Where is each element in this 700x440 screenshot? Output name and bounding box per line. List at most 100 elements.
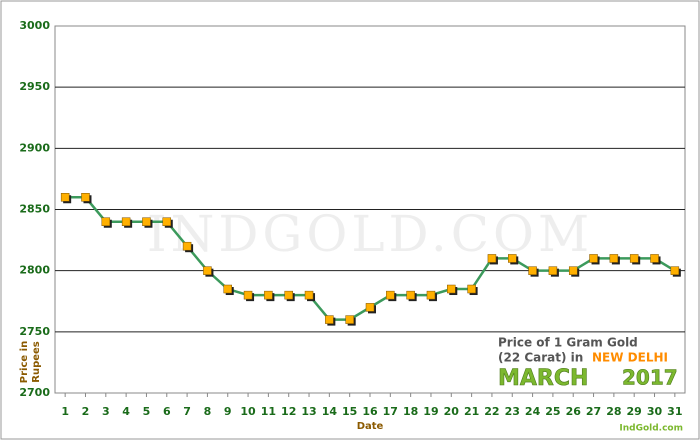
point-marker [81, 193, 90, 202]
point-marker [182, 241, 192, 251]
point-marker [447, 284, 456, 294]
x-tick-label: 5 [143, 405, 151, 418]
x-tick-label: 8 [204, 405, 212, 418]
point-marker [487, 254, 497, 263]
point-marker [609, 254, 619, 263]
y-tick-label: 2900 [19, 141, 50, 154]
x-tick-label: 22 [484, 405, 499, 418]
y-axis-label: Price in [19, 341, 30, 383]
point-marker [548, 266, 558, 275]
x-tick-label: 19 [423, 405, 438, 418]
point [508, 254, 519, 265]
point [426, 290, 437, 302]
x-tick-label: 14 [322, 405, 338, 418]
point-marker [406, 290, 415, 300]
point [548, 266, 559, 277]
point-marker [60, 193, 70, 202]
point-marker [304, 290, 314, 300]
x-tick-label: 13 [301, 405, 316, 418]
point-marker [467, 284, 476, 294]
point [243, 290, 255, 302]
point-marker [243, 290, 253, 300]
x-tick-label: 30 [647, 405, 663, 418]
point [284, 290, 295, 302]
point [447, 284, 458, 296]
point [406, 290, 417, 302]
point [609, 254, 620, 265]
y-tick-label: 2750 [19, 325, 50, 338]
annotation: (22 Carat) in [498, 351, 583, 365]
point [304, 290, 316, 302]
point-marker [203, 266, 212, 275]
point-marker [386, 290, 395, 300]
x-tick-label: 4 [122, 405, 130, 418]
point [101, 217, 112, 228]
x-tick-label: 21 [464, 405, 479, 418]
point [528, 266, 539, 277]
x-tick-label: 18 [403, 405, 418, 418]
point [81, 193, 92, 204]
point [325, 315, 336, 326]
point-marker [568, 266, 578, 275]
x-tick-label: 7 [183, 405, 191, 418]
x-tick-label: 2 [82, 405, 90, 418]
x-tick-label: 9 [224, 405, 232, 418]
y-tick-label: 3000 [19, 19, 50, 32]
x-tick-label: 27 [586, 405, 601, 418]
point-marker [589, 254, 598, 263]
point [629, 254, 641, 265]
x-tick-label: 17 [383, 405, 398, 418]
point [650, 254, 661, 265]
x-tick-label: 10 [240, 405, 256, 418]
point-marker [142, 217, 151, 226]
point [60, 193, 72, 204]
point [223, 284, 234, 296]
watermark: IndGold.com [147, 205, 593, 263]
point [345, 315, 356, 326]
point-marker [264, 290, 273, 300]
x-tick-label: 25 [545, 405, 560, 418]
x-tick-label: 20 [444, 405, 460, 418]
point [568, 266, 580, 277]
x-tick-label: 24 [525, 405, 541, 418]
point-marker [650, 254, 659, 263]
x-tick-label: 26 [566, 405, 582, 418]
y-tick-label: 2800 [19, 264, 50, 277]
x-tick-label: 6 [163, 405, 171, 418]
x-tick-label: 31 [667, 405, 682, 418]
x-tick-label: 23 [505, 405, 520, 418]
x-tick-label: 12 [281, 405, 296, 418]
x-tick-label: 11 [261, 405, 276, 418]
point [487, 254, 498, 265]
point [264, 290, 275, 302]
point [365, 303, 376, 314]
point-marker [101, 217, 111, 226]
point-marker [223, 284, 232, 294]
point-marker [629, 254, 639, 263]
point-marker [121, 217, 131, 226]
point-marker [426, 290, 436, 300]
footer: IndGold.com [619, 424, 683, 434]
point-marker [325, 315, 334, 324]
point [467, 284, 478, 296]
x-tick-label: 16 [362, 405, 378, 418]
annotation: Price of 1 Gram Gold [498, 336, 638, 350]
y-tick-label: 2950 [19, 80, 50, 93]
x-tick-label: 28 [606, 405, 621, 418]
y-axis-label: Rupees [31, 341, 42, 383]
annotation-month: MARCH [498, 366, 588, 391]
point [121, 217, 133, 228]
point-marker [528, 266, 537, 275]
point-marker [365, 303, 375, 312]
x-tick-label: 15 [342, 405, 357, 418]
x-axis-label: Date [357, 421, 384, 432]
point [182, 241, 194, 253]
y-tick-label: 2700 [19, 386, 50, 399]
point [142, 217, 153, 228]
point [203, 266, 214, 277]
x-tick-label: 3 [102, 405, 110, 418]
point [386, 290, 397, 302]
x-tick-label: 1 [61, 405, 69, 418]
point-marker [670, 266, 680, 275]
